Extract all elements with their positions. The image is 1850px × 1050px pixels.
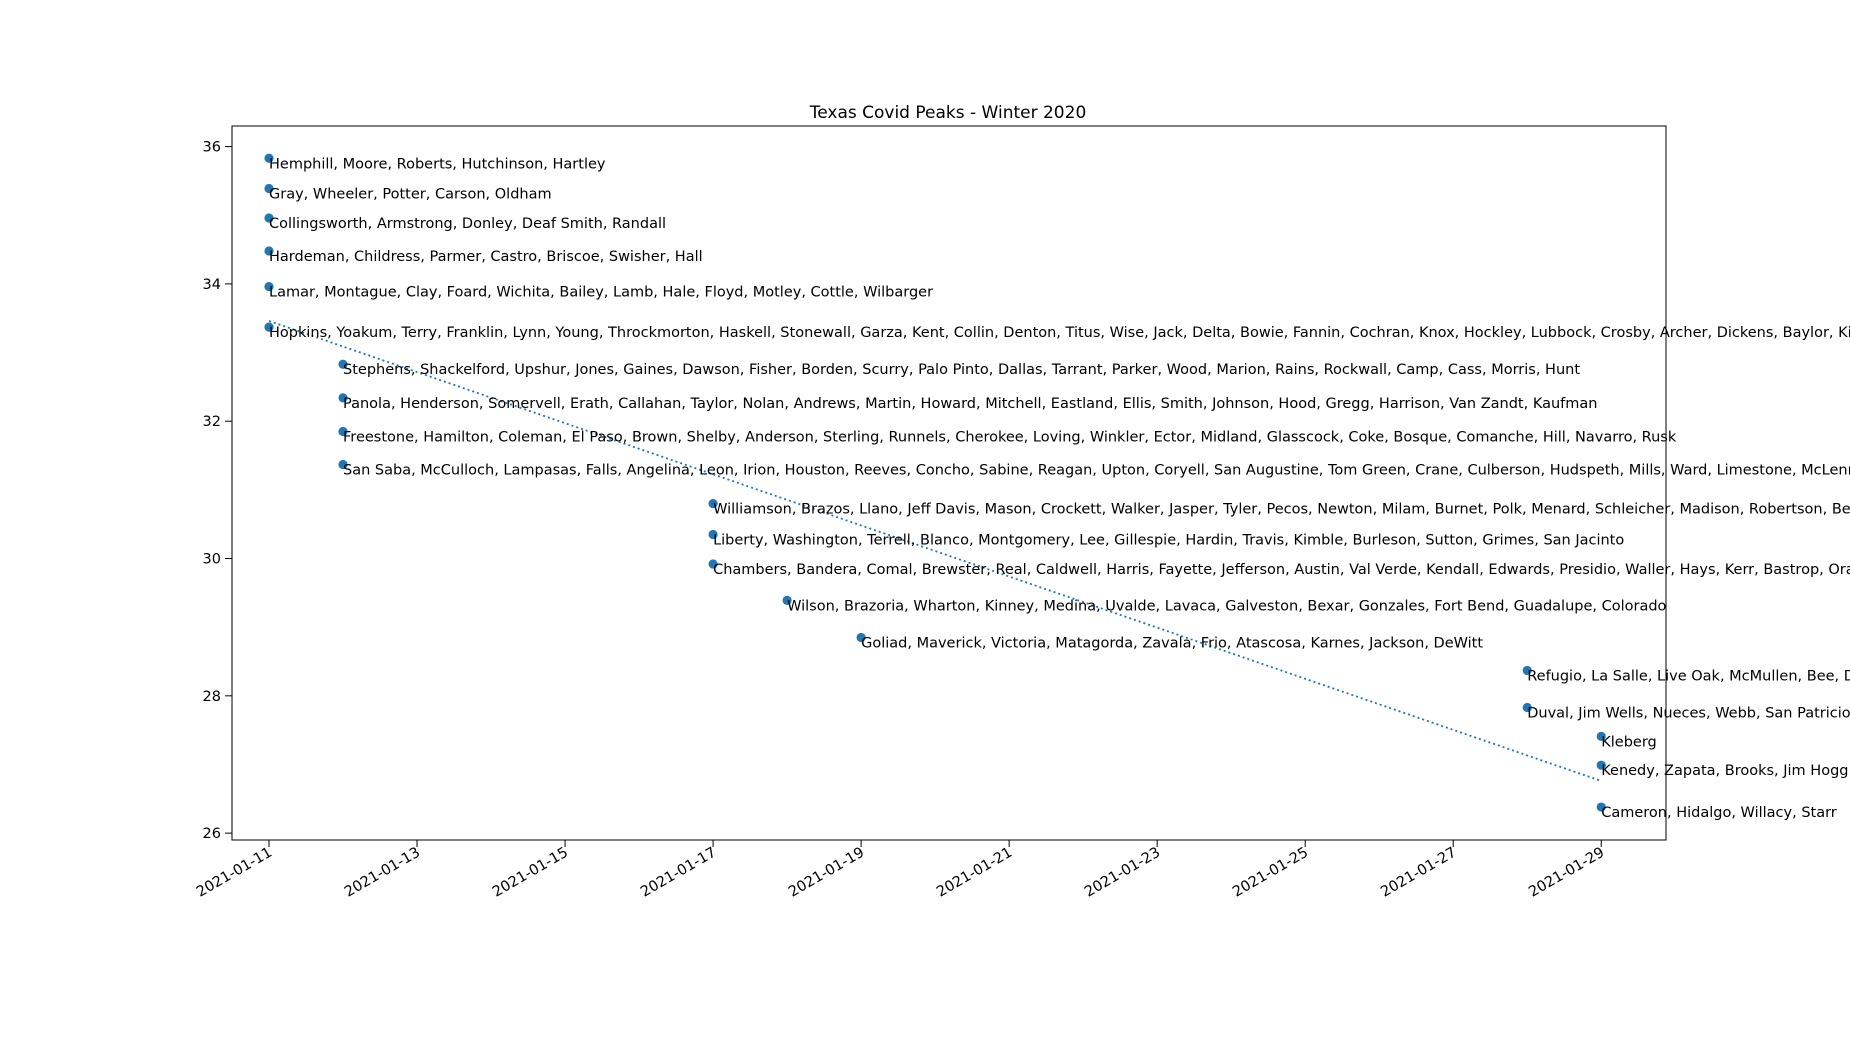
point-label: Hardeman, Childress, Parmer, Castro, Bri… xyxy=(269,249,703,265)
data-point xyxy=(264,282,274,292)
data-point xyxy=(264,213,274,223)
data-point xyxy=(782,595,792,605)
point-label: Wilson, Brazoria, Wharton, Kinney, Medin… xyxy=(787,598,1666,614)
x-tick-label: 2021-01-29 xyxy=(1526,845,1607,901)
data-point xyxy=(338,426,348,437)
x-tick-label: 2021-01-19 xyxy=(786,845,867,901)
data-point xyxy=(1522,665,1532,676)
data-point xyxy=(1596,760,1606,770)
data-point xyxy=(708,498,718,509)
point-label: Chambers, Bandera, Comal, Brewster, Real… xyxy=(713,562,1850,578)
x-tick-label: 2021-01-13 xyxy=(342,845,423,901)
data-point xyxy=(1596,731,1606,741)
data-point xyxy=(856,632,866,643)
point-label: Hopkins, Yoakum, Terry, Franklin, Lynn, … xyxy=(269,325,1850,341)
point-label: Duval, Jim Wells, Nueces, Webb, San Patr… xyxy=(1527,705,1850,721)
point-label: Lamar, Montague, Clay, Foard, Wichita, B… xyxy=(269,285,933,301)
x-tick-label: 2021-01-11 xyxy=(194,845,275,901)
point-label: Gray, Wheeler, Potter, Carson, Oldham xyxy=(269,186,552,202)
x-tick-label: 2021-01-23 xyxy=(1082,845,1163,901)
data-point xyxy=(264,246,274,256)
y-tick-label: 28 xyxy=(203,689,221,705)
data-point xyxy=(338,393,348,403)
point-label: Collingsworth, Armstrong, Donley, Deaf S… xyxy=(269,216,666,232)
data-point xyxy=(264,322,274,332)
y-tick-label: 34 xyxy=(203,277,221,293)
data-point xyxy=(338,359,348,369)
point-label: Stephens, Shackelford, Upshur, Jones, Ga… xyxy=(343,362,1580,378)
x-axis: 2021-01-11 2021-01-13 2021-01-15 2021-01-17… xyxy=(194,840,1607,901)
point-label: Panola, Henderson, Somervell, Erath, Cal… xyxy=(343,396,1597,412)
data-point xyxy=(264,183,274,194)
x-tick-label: 2021-01-25 xyxy=(1230,845,1311,901)
x-tick-label: 2021-01-17 xyxy=(638,845,719,901)
plot-frame xyxy=(231,125,1667,841)
point-label: Kenedy, Zapata, Brooks, Jim Hogg xyxy=(1601,763,1848,779)
y-tick-label: 36 xyxy=(203,140,221,156)
y-tick-label: 26 xyxy=(203,826,221,842)
data-point xyxy=(1596,802,1606,812)
data-point xyxy=(708,529,718,540)
y-tick-label: 30 xyxy=(203,552,221,568)
point-label: Hemphill, Moore, Roberts, Hutchinson, Ha… xyxy=(269,156,606,172)
data-point xyxy=(708,559,718,569)
point-label: Goliad, Maverick, Victoria, Matagorda, Z… xyxy=(861,635,1483,651)
data-point xyxy=(338,459,348,470)
x-tick-label: 2021-01-15 xyxy=(490,845,571,901)
chart-title: Texas Covid Peaks - Winter 2020 xyxy=(809,103,1087,123)
point-label: Cameron, Hidalgo, Willacy, Starr xyxy=(1601,805,1837,821)
point-label: Kleberg xyxy=(1601,734,1657,750)
point-label: Refugio, La Salle, Live Oak, McMullen, B… xyxy=(1527,668,1850,684)
y-tick-label: 32 xyxy=(203,414,221,430)
y-axis: 26 28 30 32 34 36 xyxy=(203,140,232,842)
trendline xyxy=(268,320,1602,782)
data-point xyxy=(264,153,274,163)
point-label: Freestone, Hamilton, Coleman, El Paso, B… xyxy=(343,430,1677,446)
x-tick-label: 2021-01-27 xyxy=(1378,845,1459,901)
point-label: Liberty, Washington, Terrell, Blanco, Mo… xyxy=(713,532,1624,548)
point-label: Williamson, Brazos, Llano, Jeff Davis, M… xyxy=(713,502,1850,518)
x-tick-label: 2021-01-21 xyxy=(934,845,1015,901)
data-point xyxy=(1522,702,1532,713)
point-label: San Saba, McCulloch, Lampasas, Falls, An… xyxy=(343,462,1850,478)
